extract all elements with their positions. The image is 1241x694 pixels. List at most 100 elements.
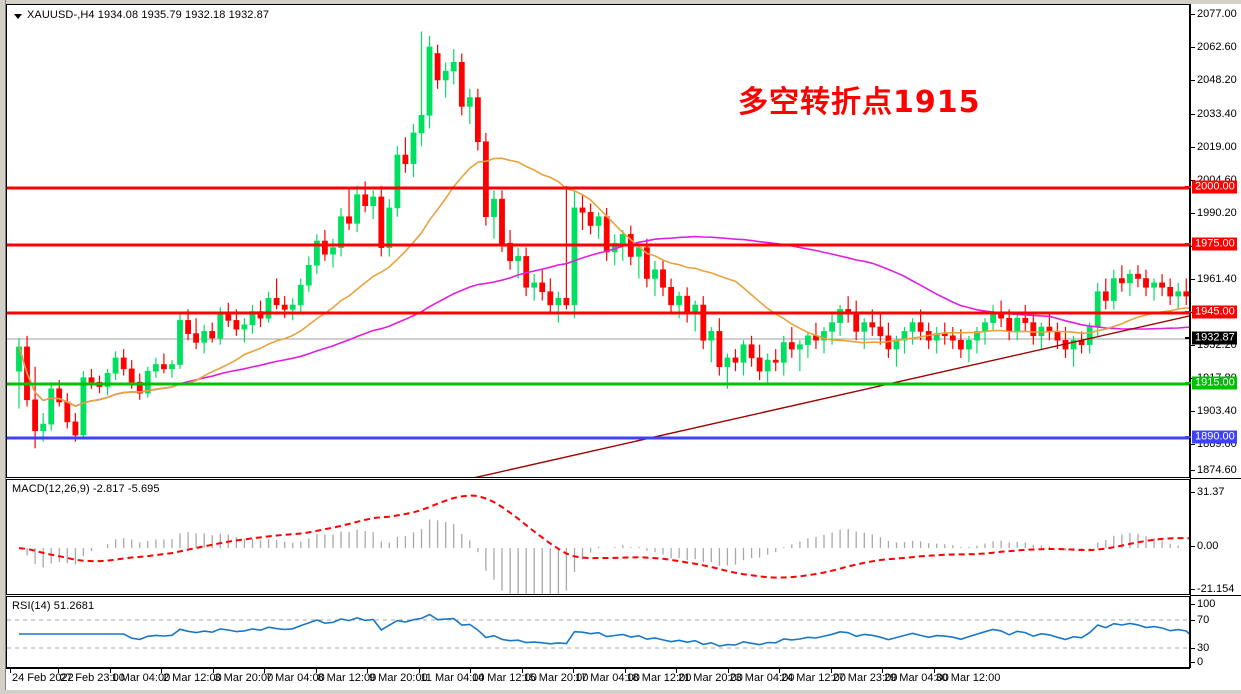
macd-plot (18, 494, 1189, 594)
price-pane[interactable]: XAUUSD-,H4 1934.08 1935.79 1932.18 1932.… (6, 4, 1190, 478)
candle-body (362, 194, 369, 206)
chart-annotation-text: 多空转折点1915 (738, 85, 981, 120)
candle-body (297, 284, 304, 306)
level-line-1945[interactable] (7, 311, 1189, 315)
scale-axis-line (1190, 4, 1191, 668)
ascending-trendline[interactable] (460, 315, 1189, 477)
price-tag-1945-00[interactable]: 1945.00 (1192, 305, 1237, 319)
candle-body (1094, 291, 1101, 328)
candle-body (370, 196, 377, 206)
time-tick (315, 668, 317, 673)
scale-tick-label: 2019.00 (1197, 141, 1237, 153)
candle-body (1175, 291, 1182, 297)
triangle-down-icon[interactable] (14, 14, 22, 19)
time-tick-label: 3 Mar 20:00 (214, 672, 274, 684)
price-tag-1975-00[interactable]: 1975.00 (1192, 237, 1237, 251)
symbol-header: XAUUSD-,H4 1934.08 1935.79 1932.18 1932.… (27, 9, 270, 21)
level-line-1915[interactable] (7, 382, 1189, 386)
time-tick (58, 668, 59, 673)
price-tag-1890-00[interactable]: 1890.00 (1192, 430, 1237, 444)
candle-body (201, 331, 208, 343)
scale-tick-label: 0 (1197, 656, 1204, 668)
candle-body (378, 196, 385, 248)
candle-body (313, 240, 320, 266)
macd-pane[interactable]: MACD(12,26,9) -2.817 -5.695 (6, 479, 1190, 595)
time-tick-label: 24 Mar 12:00 (781, 672, 846, 684)
candle-body (209, 331, 216, 339)
candle-body (273, 297, 280, 306)
candle-body (265, 297, 272, 319)
candle-body (48, 388, 55, 425)
price-tag-1915-00[interactable]: 1915.00 (1192, 376, 1237, 390)
time-tick-label: 2 Mar 12:00 (163, 672, 222, 684)
candle-body (756, 357, 763, 372)
candle-body (1014, 317, 1021, 332)
level-line-2000[interactable] (7, 186, 1189, 190)
candle-body (990, 313, 996, 323)
candle-body (80, 377, 87, 436)
candle-body (821, 331, 827, 341)
price-scale[interactable]: 2077.002062.602048.202033.402019.002004.… (1185, 4, 1241, 668)
candle-body (112, 357, 119, 374)
candle-body (619, 234, 626, 244)
scale-tick (1190, 213, 1195, 214)
time-axis[interactable]: 24 Feb 2022 27 Feb 23:00 1 Mar 04:00 2 Mar … (6, 668, 1241, 690)
candle-body (555, 297, 562, 306)
candle-body (1022, 317, 1029, 323)
candle-body (643, 247, 650, 279)
level-line-1975[interactable] (7, 243, 1189, 247)
candle-body (169, 364, 175, 370)
candle-body (241, 324, 248, 330)
scale-tick-label: 2048.20 (1197, 74, 1237, 86)
candle-body (233, 320, 240, 330)
time-tick-label: 27 Mar 23:00 (832, 672, 898, 684)
rsi-label: RSI(14) 51.2681 (12, 600, 95, 612)
candle-body (1127, 273, 1133, 284)
candle-body (442, 70, 449, 81)
time-tick (264, 668, 265, 673)
candle-body (153, 364, 159, 372)
scale-tick-label: 100 (1197, 598, 1216, 610)
scale-tick (1190, 648, 1195, 649)
candle-body (668, 286, 674, 306)
window-frame-left (0, 0, 6, 694)
rsi-pane[interactable]: RSI(14) 51.2681 (6, 596, 1190, 668)
candle-body (289, 304, 296, 310)
candlestick-plot (7, 31, 1189, 477)
price-tag-2000-00[interactable]: 2000.00 (1192, 180, 1237, 194)
window-frame-top (0, 0, 1241, 4)
time-tick (212, 668, 214, 673)
candle-body (88, 377, 95, 383)
macd-pane-inner (7, 480, 1189, 594)
candle-body (957, 339, 964, 350)
price-tag-1932-87[interactable]: 1932.87 (1192, 331, 1237, 345)
ma-slow-line (18, 235, 1189, 407)
candle-body (531, 282, 538, 288)
candle-body (965, 339, 972, 350)
candle-body (120, 357, 127, 370)
candle-body (579, 207, 586, 213)
time-tick (367, 668, 368, 673)
candle-body (56, 388, 63, 403)
time-tick-label: 24 Feb 2022 (12, 672, 74, 684)
scale-tick-label: 1903.40 (1197, 405, 1237, 417)
candle-body (1135, 273, 1141, 279)
candle-body (466, 97, 473, 107)
scale-tick-label: 2062.60 (1197, 41, 1237, 53)
candle-body (563, 297, 570, 306)
candle-body (1086, 326, 1093, 345)
scale-tick (1190, 604, 1195, 605)
candle-body (64, 401, 71, 423)
candle-body (281, 304, 288, 310)
scale-separator-1 (1190, 595, 1241, 596)
candle-body (185, 320, 191, 334)
candle-body (193, 333, 199, 343)
candle-body (869, 322, 876, 328)
candle-body (1143, 278, 1149, 288)
candle-body (909, 322, 916, 332)
macd-signal-line (18, 494, 1189, 579)
level-line-1890[interactable] (7, 436, 1189, 440)
candle-body (1167, 286, 1174, 297)
candle-body (450, 61, 457, 72)
candle-body (1046, 326, 1053, 332)
